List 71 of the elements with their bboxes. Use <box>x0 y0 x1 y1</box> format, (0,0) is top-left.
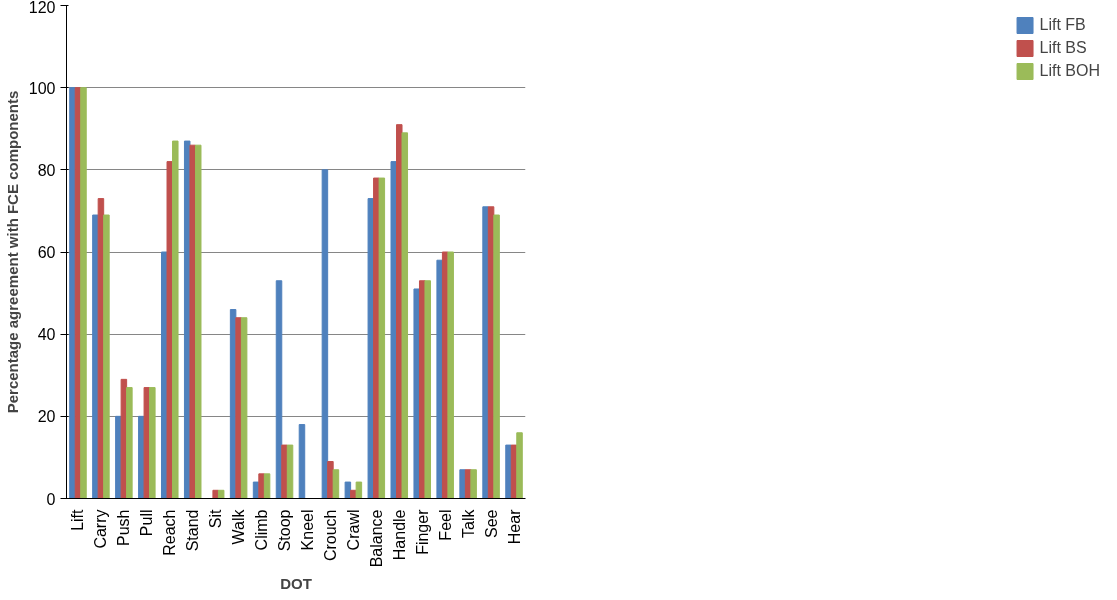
bar <box>103 214 110 499</box>
x-tick-label: Stand <box>184 509 202 552</box>
bar <box>92 214 99 499</box>
x-tick-label: Talk <box>459 508 477 538</box>
x-tick-label: See <box>482 509 500 538</box>
x-tick-label: Crouch <box>321 509 339 562</box>
bar <box>172 140 179 499</box>
bar <box>69 87 76 499</box>
bar <box>482 206 489 499</box>
x-tick-label: Finger <box>413 508 431 555</box>
bar <box>258 473 265 499</box>
bar <box>470 469 477 499</box>
bar <box>286 444 294 499</box>
y-tick-label: 120 <box>28 0 56 16</box>
bar <box>126 387 133 499</box>
bar <box>516 432 523 499</box>
x-tick-label: Kneel <box>298 509 316 551</box>
x-tick-label: Hear <box>505 508 523 545</box>
x-tick-label: Stoop <box>276 509 294 552</box>
y-tick-label: 100 <box>28 79 56 97</box>
bar <box>217 489 225 499</box>
bar <box>263 473 271 499</box>
bar <box>143 387 151 499</box>
x-tick-label: Sit <box>207 508 225 529</box>
x-tick-label: Lift <box>69 508 87 531</box>
bar <box>120 378 128 499</box>
legend-label: Lift BS <box>1039 39 1087 57</box>
bar <box>281 444 288 499</box>
bar <box>459 469 466 499</box>
bar <box>344 481 352 499</box>
y-tick-label: 20 <box>37 408 56 426</box>
bar <box>194 144 202 499</box>
bar <box>355 481 363 499</box>
bar <box>378 177 386 499</box>
x-tick-label: Crawl <box>344 509 362 551</box>
bar <box>332 469 340 499</box>
legend-label: Lift BOH <box>1039 62 1100 80</box>
x-tick-label: Walk <box>230 508 248 545</box>
y-axis-title: Percentage agreement with FCE components <box>3 90 21 414</box>
bar <box>505 444 512 499</box>
x-tick-label: Balance <box>367 509 385 568</box>
bar <box>424 280 431 499</box>
bar <box>166 161 174 499</box>
x-tick-label: Pull <box>138 509 156 537</box>
y-tick-label: 40 <box>37 326 56 344</box>
x-tick-label: Climb <box>253 509 271 551</box>
x-tick-label: Handle <box>390 509 408 561</box>
y-tick-label: 0 <box>46 490 56 508</box>
bar <box>493 214 500 499</box>
bar <box>401 132 409 499</box>
bar <box>436 259 443 499</box>
bar <box>321 169 329 499</box>
bar <box>447 251 454 499</box>
bar <box>298 424 306 499</box>
bar <box>189 144 196 499</box>
bar <box>413 288 420 499</box>
bar <box>367 198 375 499</box>
x-axis-title: DOT <box>280 575 312 593</box>
legend-label: Lift FB <box>1039 16 1086 34</box>
bar <box>240 317 248 499</box>
x-tick-label: Reach <box>161 509 179 556</box>
x-tick-label: Carry <box>92 509 110 549</box>
x-tick-label: Feel <box>436 509 454 541</box>
bar <box>80 87 87 499</box>
bar <box>327 461 334 499</box>
y-tick-label: 80 <box>37 161 56 179</box>
bar <box>149 387 156 499</box>
bar <box>390 161 398 499</box>
y-tick-label: 60 <box>37 244 56 261</box>
x-tick-label: Push <box>115 509 133 546</box>
bar <box>235 317 242 499</box>
